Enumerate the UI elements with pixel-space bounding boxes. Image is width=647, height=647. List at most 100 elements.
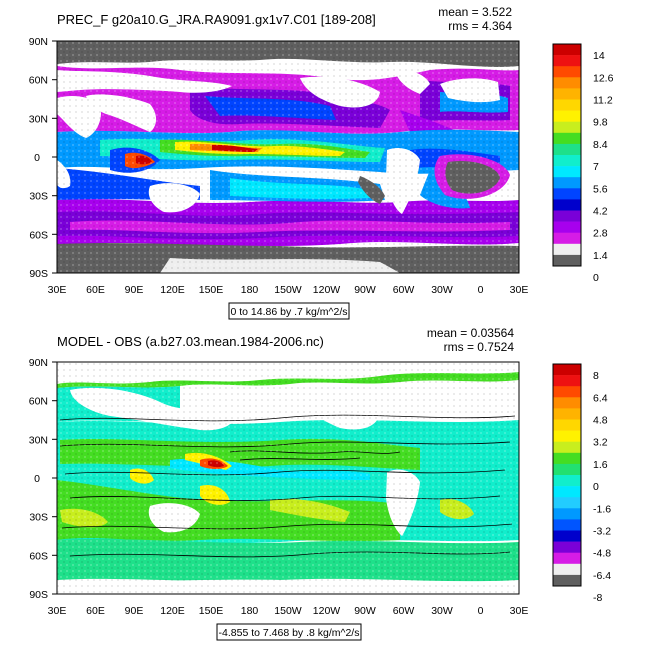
lon-tick-label: 60W xyxy=(393,284,415,296)
lat-tick-label: 30N xyxy=(29,113,48,125)
lon-tick-label: 120E xyxy=(160,284,185,296)
colorbar-swatch xyxy=(553,77,581,89)
colorbar-swatch xyxy=(553,397,581,409)
colorbar-swatch xyxy=(553,121,581,134)
colorbar-tick-label: 9.8 xyxy=(593,117,608,129)
colorbar-tick-label: -4.8 xyxy=(593,548,611,560)
colorbar-tick-label: 6.4 xyxy=(593,392,608,404)
lon-tick-label: 30E xyxy=(510,284,529,296)
panel-bottom: MODEL - OBS (a.b27.03.mean.1984-2006.nc)… xyxy=(29,326,611,641)
lat-tick-label: 90N xyxy=(29,36,48,48)
colorbar-swatch xyxy=(553,463,581,476)
lon-tick-label: 150W xyxy=(274,605,302,617)
colorbar-swatch xyxy=(553,530,581,542)
lon-tick-label: 180 xyxy=(241,605,259,617)
colorbar-swatch xyxy=(553,232,581,245)
colorbar-swatch xyxy=(553,44,581,56)
lat-tick-label: 30S xyxy=(29,512,48,524)
rms-readout: rms = 0.7524 xyxy=(444,340,515,354)
lon-tick-label: 60E xyxy=(86,605,105,617)
lat-tick-label: 60N xyxy=(29,75,48,87)
lat-tick-label: 60S xyxy=(29,550,48,562)
lon-tick-label: 90W xyxy=(354,284,376,296)
lon-axis: 30E 60E 90E 120E 150E 180 150W 120W 90W … xyxy=(48,605,529,617)
lat-axis: 90N 60N 30N 0 30S 60S 90S xyxy=(29,357,57,601)
lon-tick-label: 90W xyxy=(354,605,376,617)
lat-axis: 90N 60N 30N 0 30S 60S 90S xyxy=(29,36,57,280)
colorbar: 8 6.4 4.8 3.2 1.6 0 -1.6 -3.2 -4.8 -6.4 -8 xyxy=(552,363,611,604)
colorbar-tick-label: -6.4 xyxy=(593,570,611,582)
lon-tick-label: 30E xyxy=(48,605,67,617)
range-note: 0 to 14.86 by .7 kg/m^2/s xyxy=(228,302,350,320)
colorbar-tick-label: 2.8 xyxy=(593,228,608,240)
colorbar-swatch xyxy=(553,66,581,78)
panel-title: PREC_F g20a10.G_JRA.RA9091.gx1v7.C01 [18… xyxy=(57,12,376,27)
colorbar-swatch xyxy=(553,408,581,420)
colorbar-swatch xyxy=(553,452,581,465)
colorbar-frame xyxy=(552,363,582,587)
colorbar-tick-label: -3.2 xyxy=(593,526,611,538)
colorbar-swatch xyxy=(553,99,581,111)
lat-tick-label: 90S xyxy=(29,268,48,280)
colorbar-swatch xyxy=(553,55,581,67)
colorbar-tick-label: 11.2 xyxy=(593,95,613,107)
lat-tick-label: 90N xyxy=(29,357,48,369)
colorbar-swatch xyxy=(553,155,581,167)
colorbar-tick-label: 7 xyxy=(593,161,599,173)
lat-tick-label: 60N xyxy=(29,396,48,408)
lon-axis: 30E 60E 90E 120E 150E 180 150W 120W 90W … xyxy=(48,284,529,296)
lon-tick-label: 120E xyxy=(160,605,185,617)
lon-tick-label: 30W xyxy=(431,284,453,296)
lon-tick-label: 150E xyxy=(199,605,224,617)
colorbar-tick-label: -8 xyxy=(593,592,602,604)
lon-tick-label: 90E xyxy=(125,284,144,296)
colorbar-swatch xyxy=(553,563,581,576)
rms-readout: rms = 4.364 xyxy=(448,19,512,33)
colorbar-swatch xyxy=(553,519,581,531)
colorbar: 14 12.6 11.2 9.8 8.4 7 5.6 4.2 2.8 1.4 0 xyxy=(552,43,614,284)
lon-tick-label: 0 xyxy=(478,605,484,617)
map-plot xyxy=(56,40,520,274)
colorbar-swatch xyxy=(553,210,581,222)
colorbar-swatch xyxy=(553,419,581,431)
colorbar-swatch xyxy=(553,364,581,376)
lon-tick-label: 30W xyxy=(431,605,453,617)
colorbar-swatch xyxy=(553,88,581,100)
lon-tick-label: 180 xyxy=(241,284,259,296)
lon-tick-label: 150W xyxy=(274,284,302,296)
lon-tick-label: 60W xyxy=(393,605,415,617)
colorbar-swatch xyxy=(553,541,581,553)
lat-tick-label: 60S xyxy=(29,229,48,241)
colorbar-swatch xyxy=(553,497,581,509)
colorbar-tick-label: 5.6 xyxy=(593,183,608,195)
colorbar-swatch xyxy=(553,254,581,267)
lat-tick-label: 0 xyxy=(34,473,40,485)
colorbar-tick-label: 14 xyxy=(593,50,605,62)
colorbar-tick-label: 4.8 xyxy=(593,415,608,427)
lon-tick-label: 120W xyxy=(313,605,341,617)
lat-tick-label: 0 xyxy=(34,152,40,164)
colorbar-swatch xyxy=(553,143,581,156)
colorbar-swatch xyxy=(553,552,581,565)
colorbar-tick-label: 8 xyxy=(593,370,599,382)
colorbar-tick-label: 1.4 xyxy=(593,250,608,262)
panel-title: MODEL - OBS (a.b27.03.mean.1984-2006.nc) xyxy=(57,334,324,349)
colorbar-swatch xyxy=(553,430,581,442)
difference-field xyxy=(57,362,519,594)
colorbar-swatch xyxy=(553,508,581,520)
colorbar-swatch xyxy=(553,132,581,145)
lat-tick-label: 30S xyxy=(29,191,48,203)
colorbar-tick-label: 12.6 xyxy=(593,72,614,84)
colorbar-swatch xyxy=(553,221,581,233)
colorbar-swatch xyxy=(553,166,581,178)
map-plot xyxy=(56,361,520,595)
colorbar-tick-label: 8.4 xyxy=(593,139,608,151)
lon-tick-label: 90E xyxy=(125,605,144,617)
lon-tick-label: 30E xyxy=(48,284,67,296)
precip-field xyxy=(57,41,519,273)
lon-tick-label: 0 xyxy=(478,284,484,296)
colorbar-swatch xyxy=(553,199,581,211)
colorbar-swatch xyxy=(553,177,581,189)
range-note: -4.855 to 7.468 by .8 kg/m^2/s xyxy=(216,623,362,641)
